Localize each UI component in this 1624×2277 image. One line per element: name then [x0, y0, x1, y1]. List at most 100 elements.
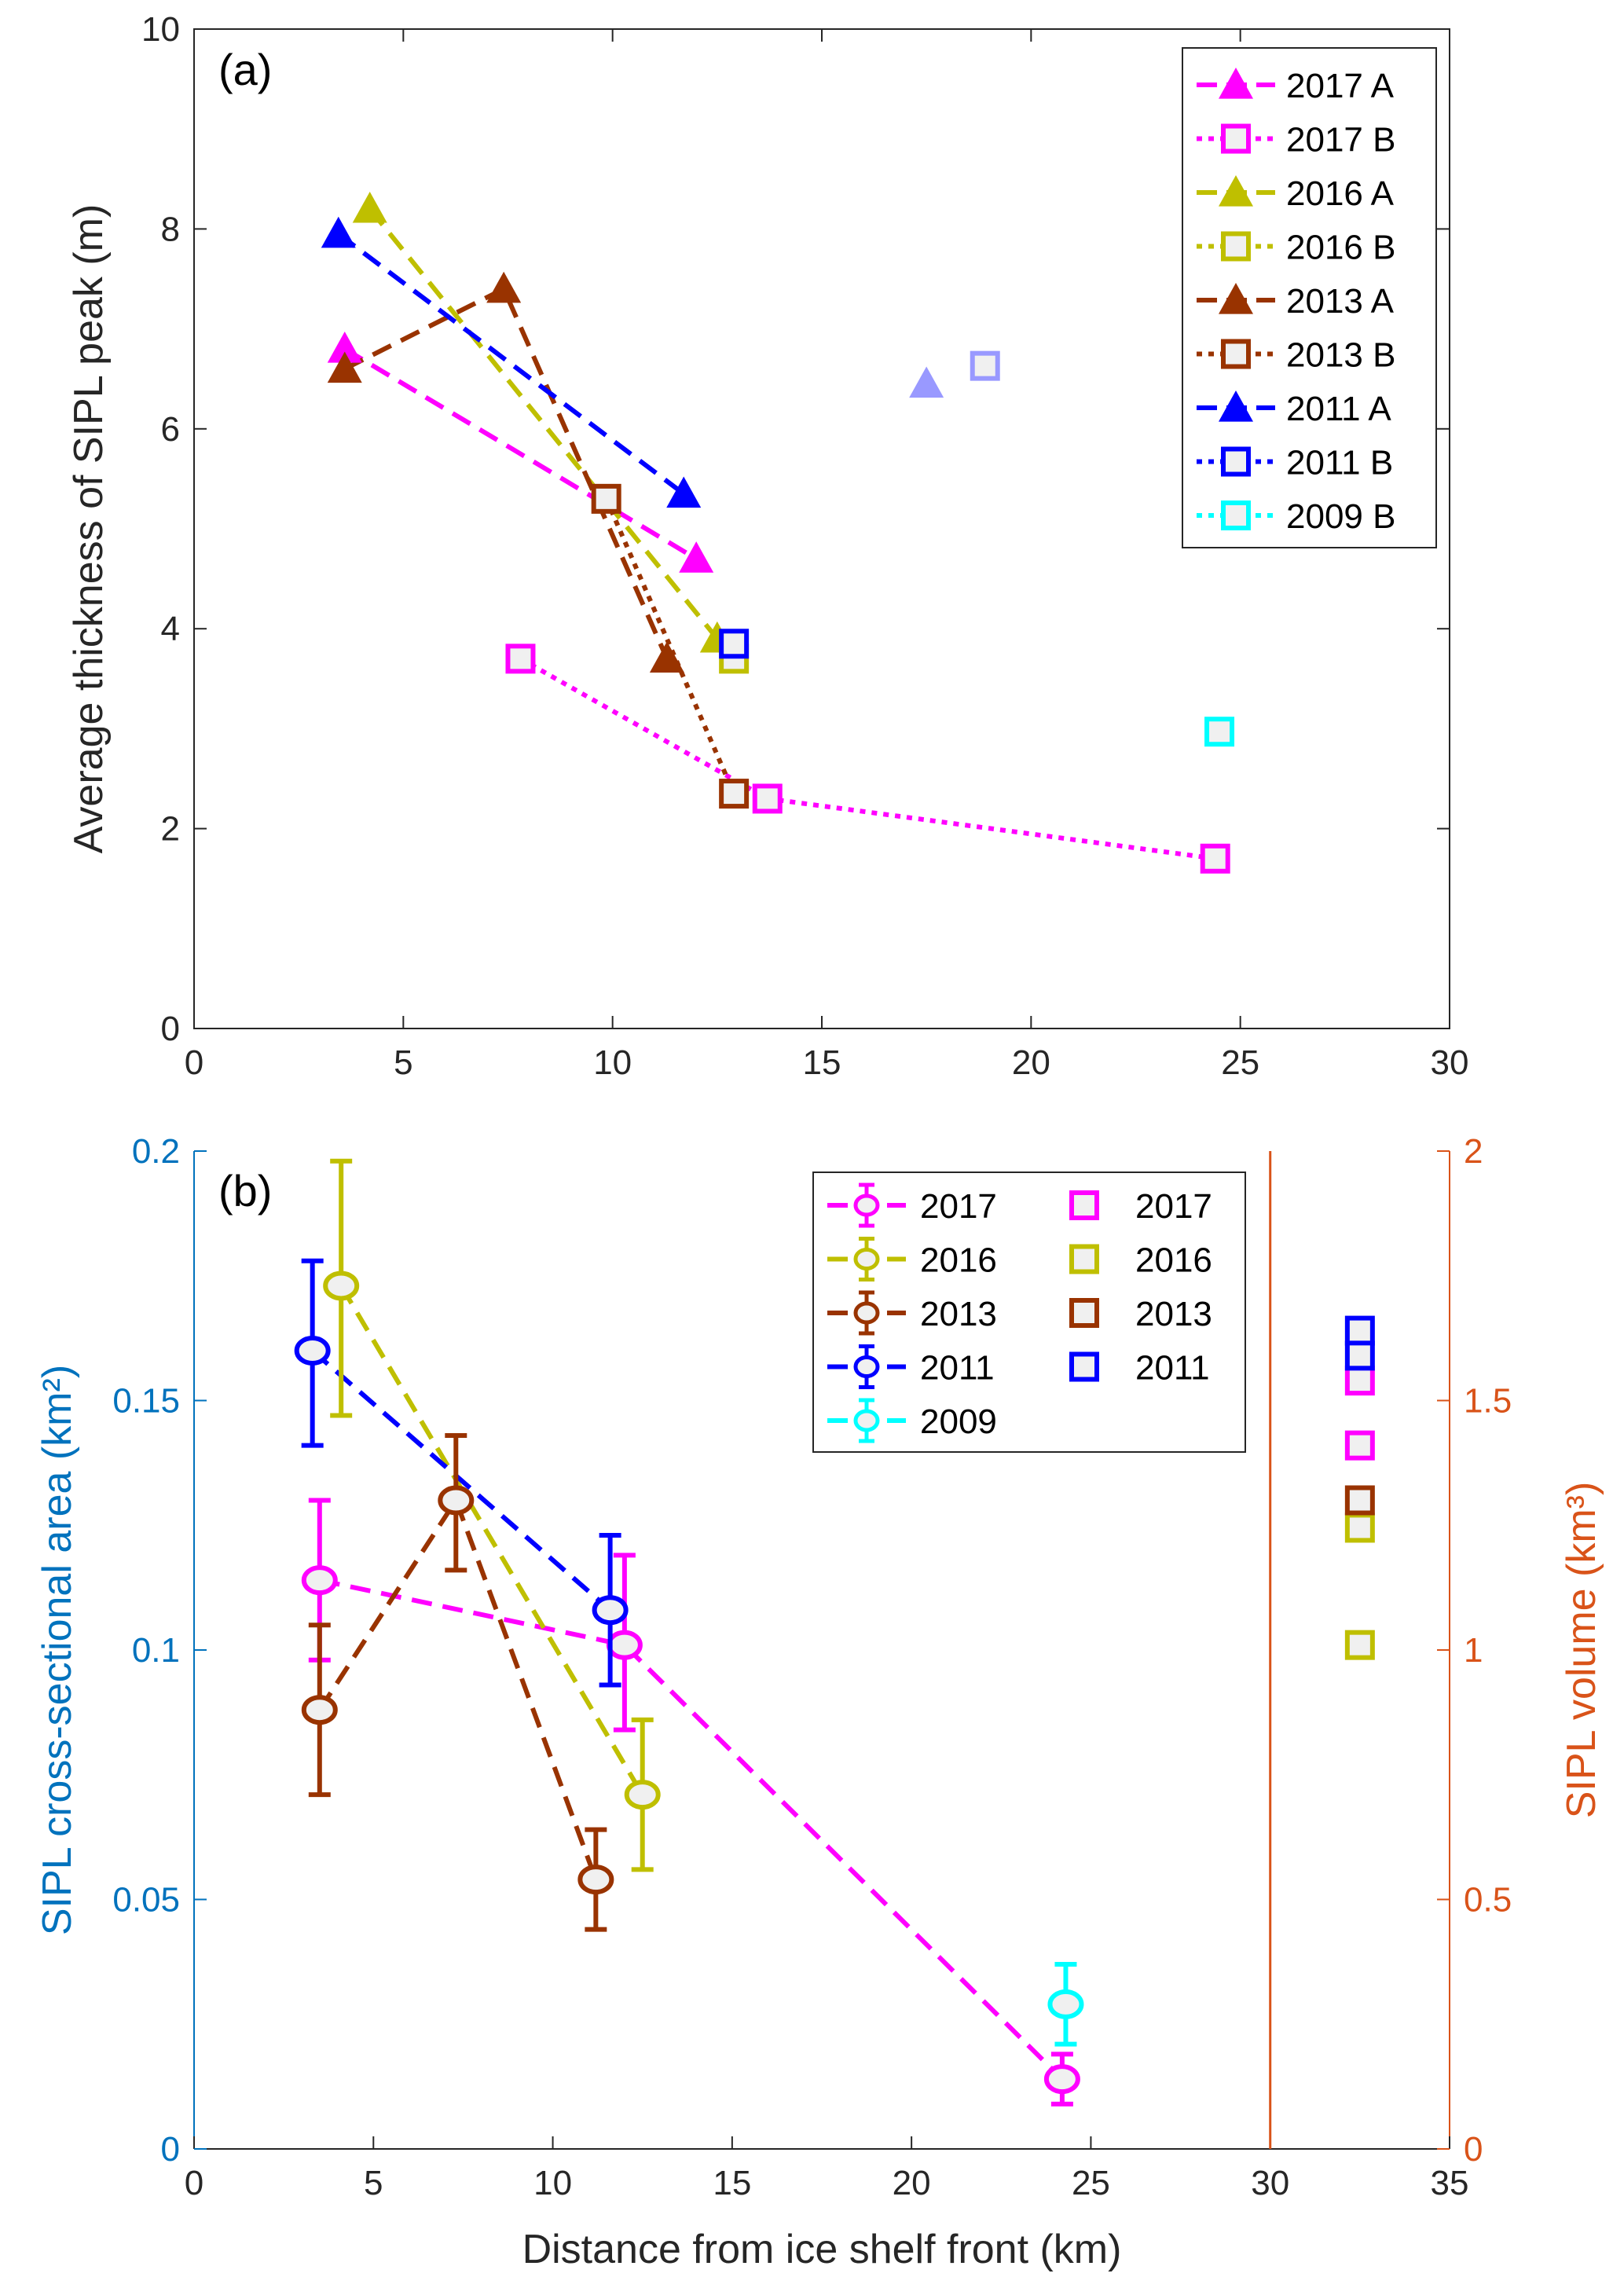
- y2-tick-label-b: 0: [1464, 2130, 1483, 2169]
- point-2013-A: [649, 641, 684, 673]
- y-tick-label-a: 4: [161, 610, 180, 648]
- legend-marker: [1069, 1190, 1099, 1220]
- panel-label-b: (b): [218, 1166, 272, 1216]
- point-2009-B: [1204, 717, 1235, 747]
- x-tick-label-b: 15: [713, 2164, 751, 2202]
- series-line-2011-A: [336, 232, 686, 496]
- legend-marker: [1069, 1244, 1099, 1274]
- y-axis-label-b: SIPL cross-sectional area (km²): [35, 1365, 80, 1935]
- x-tick-label-b: 5: [364, 2164, 383, 2202]
- point-2017-A: [327, 332, 362, 363]
- legend-marker: [853, 1248, 880, 1270]
- point-2013: [438, 1485, 475, 1516]
- x-tick-label-a: 5: [394, 1043, 412, 1082]
- legend-marker: [1069, 1351, 1099, 1382]
- legend-label: 2013 A: [1286, 282, 1395, 321]
- point-2017-A: [679, 541, 714, 573]
- point-2016: [624, 1780, 661, 1810]
- point-2016: [323, 1270, 360, 1301]
- x-tick-label-b: 30: [1251, 2164, 1289, 2202]
- series-line-2017: [319, 1578, 1065, 2081]
- point-2013-A: [486, 271, 522, 303]
- series-line-2017-A: [343, 346, 698, 561]
- legend-label: 2016: [920, 1241, 997, 1280]
- y2-tick-label-b: 0.5: [1464, 1881, 1512, 1920]
- series-line-2016: [339, 1284, 645, 1796]
- point-2017: [606, 1630, 643, 1660]
- legend-label: 2017 A: [1286, 67, 1395, 105]
- x-tick-label-a: 15: [803, 1043, 841, 1082]
- legend-label: 2017 B: [1286, 121, 1395, 160]
- legend-marker: [1219, 283, 1253, 314]
- x-tick-label-a: 20: [1012, 1043, 1050, 1082]
- legend-label: 2017: [920, 1187, 997, 1226]
- x-tick-label-a: 10: [593, 1043, 632, 1082]
- volume-point-2017: [1344, 1366, 1375, 1396]
- legend-label: 2011: [1135, 1349, 1210, 1388]
- legend-label: 2011 A: [1286, 390, 1391, 428]
- volume-point-2017: [1344, 1430, 1375, 1461]
- legend-marker: [853, 1355, 880, 1378]
- faded-point: [970, 350, 1000, 381]
- x-axis-label-b: Distance from ice shelf front (km): [522, 2227, 1122, 2272]
- volume-point-2011: [1344, 1315, 1375, 1346]
- point-2011-B: [719, 629, 750, 659]
- legend-box-b: [812, 1172, 1246, 1453]
- legend-marker: [1219, 175, 1253, 207]
- legend-marker: [1221, 123, 1251, 154]
- legend-label: 2013: [920, 1295, 997, 1333]
- legend-label: 2011 B: [1286, 444, 1393, 482]
- x-tick-label-b: 25: [1072, 2164, 1110, 2202]
- series-line-2013-A: [343, 285, 669, 660]
- y-tick-label-a: 8: [161, 210, 180, 248]
- volume-point-2011: [1344, 1340, 1375, 1371]
- y-tick-label-a: 10: [141, 10, 180, 49]
- volume-point-2016: [1344, 1630, 1375, 1660]
- legend-label: 2016 B: [1286, 229, 1395, 267]
- legend-marker: [1221, 446, 1251, 477]
- x-tick-label-a: 0: [185, 1043, 203, 1082]
- point-2013-B: [591, 483, 621, 514]
- legend-b: 2017 2016 2013 2011 2009 2017 2016 2013 2011: [812, 1172, 1246, 1453]
- panel-a: 0 5 10 15 20 25 30 0 2 4 6 8 10 Average thickness of …: [66, 10, 1468, 1082]
- y2-tick-label-b: 2: [1464, 1132, 1483, 1171]
- x-tick-label-a: 30: [1431, 1043, 1469, 1082]
- point-2013: [577, 1864, 614, 1895]
- legend-marker: [853, 1301, 880, 1325]
- series-line-2011: [310, 1348, 612, 1612]
- legend-label: 2009: [920, 1402, 997, 1441]
- faded-point: [909, 366, 944, 398]
- legend-label: 2016 A: [1286, 174, 1395, 213]
- series-line-2016-A: [368, 207, 720, 640]
- y2-tick-label-b: 1.5: [1464, 1382, 1512, 1421]
- point-2011-A: [321, 216, 356, 248]
- legend-marker: [853, 1194, 880, 1217]
- y-tick-label-b: 0.2: [132, 1132, 180, 1171]
- legend-marker: [1219, 390, 1253, 422]
- y-tick-label-b: 0.15: [112, 1382, 180, 1421]
- legend-label: 2013 B: [1286, 336, 1395, 375]
- y-tick-label-b: 0: [161, 2130, 180, 2169]
- point-2013-B: [719, 779, 750, 809]
- point-2011: [294, 1336, 331, 1366]
- x-tick-label-b: 0: [185, 2164, 203, 2202]
- point-2013-A: [327, 351, 362, 383]
- point-2013: [301, 1695, 338, 1725]
- panel-b: 0 5 10 15 20 25 30 3500.050.10.150.200.511.52SI…: [35, 1132, 1604, 2272]
- point-2017: [301, 1565, 338, 1596]
- point-2017: [1043, 2064, 1080, 2095]
- point-2017-B: [505, 644, 536, 674]
- legend-label: 2016: [1135, 1241, 1212, 1280]
- volume-point-2016: [1344, 1512, 1375, 1543]
- legend-a: 2017 A 2017 B 2016 A 2016 B 2013 A 2013 B 2011…: [1182, 47, 1437, 548]
- x-tick-label-b: 35: [1431, 2164, 1469, 2202]
- point-2017-B: [1200, 843, 1230, 874]
- point-2016-A: [352, 191, 387, 223]
- y-tick-label-b: 0.1: [132, 1631, 180, 1670]
- point-2011: [592, 1595, 629, 1626]
- legend-marker: [853, 1409, 880, 1432]
- y2-tick-label-b: 1: [1464, 1631, 1483, 1670]
- series-line-2013: [317, 1494, 599, 1881]
- series-line-2017-B: [519, 656, 1216, 861]
